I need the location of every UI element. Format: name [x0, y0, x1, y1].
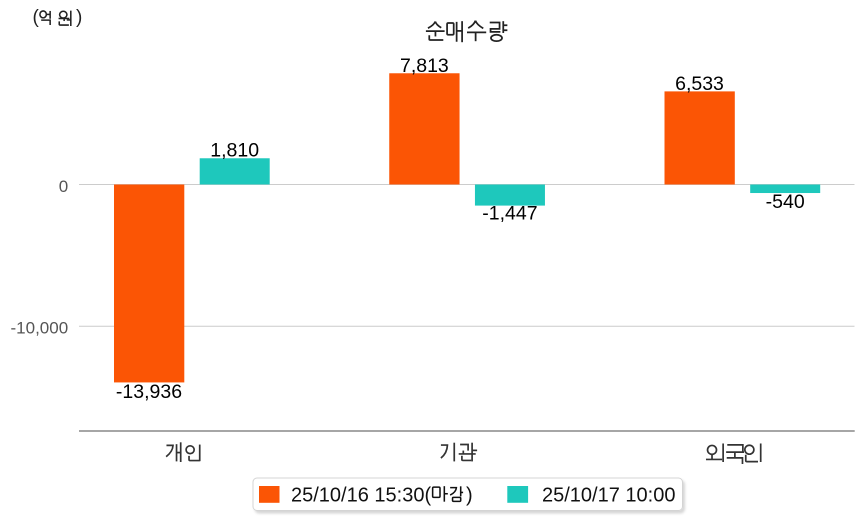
svg-text:(: (: [33, 7, 40, 28]
svg-text:-10,000: -10,000: [11, 318, 69, 337]
svg-text:25/10/16 15:30(: 25/10/16 15:30(: [291, 485, 431, 507]
svg-text:): ): [466, 485, 473, 507]
svg-text:-1,447: -1,447: [482, 203, 537, 225]
svg-text:-540: -540: [766, 191, 805, 213]
svg-text:6,533: 6,533: [675, 73, 724, 95]
svg-text:1,810: 1,810: [210, 140, 259, 162]
svg-text:): ): [76, 7, 82, 28]
svg-text:-13,936: -13,936: [116, 381, 182, 403]
svg-text:0: 0: [59, 177, 68, 196]
svg-text:7,813: 7,813: [400, 55, 449, 77]
svg-text:25/10/17 10:00: 25/10/17 10:00: [542, 485, 675, 507]
